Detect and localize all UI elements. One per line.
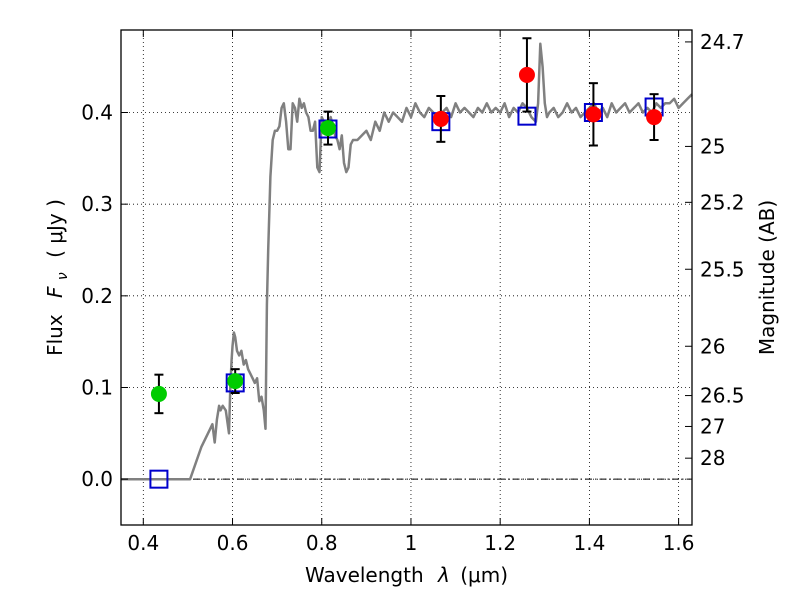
y2-tick-label: 24.7 xyxy=(700,30,745,54)
x-tick-label: 1 xyxy=(405,531,418,555)
y-axis-label-symbol: F xyxy=(43,286,67,298)
model-sed-line xyxy=(121,42,693,481)
y-axis-label-unit: ( μJy ) xyxy=(43,199,67,258)
x-tick-label: 1.6 xyxy=(663,531,695,555)
y2-tick-label: 25 xyxy=(700,134,725,158)
y-axis-label: Flux F ν ( μJy ) xyxy=(43,199,72,356)
observed-optical-marker xyxy=(319,120,336,137)
x-tick-label: 0.8 xyxy=(306,531,338,555)
observed-nir-marker xyxy=(432,110,449,127)
model-photometry-marker xyxy=(149,469,169,489)
y-tick-label: 0.0 xyxy=(81,467,113,491)
observed-nir-marker xyxy=(646,109,663,126)
y-tick-label: 0.2 xyxy=(81,284,113,308)
data-layer xyxy=(121,37,693,489)
x-tick-label: 0.6 xyxy=(217,531,249,555)
y-axis-label-prefix: Flux xyxy=(43,314,67,356)
y2-tick-label: 27 xyxy=(700,414,725,438)
y2-tick-label: 28 xyxy=(700,446,725,470)
x-axis-label-unit: (μm) xyxy=(460,563,508,587)
observed-optical-marker xyxy=(227,373,244,390)
grid-layer xyxy=(121,30,692,525)
x-tick-label: 0.4 xyxy=(127,531,159,555)
x-axis-label: Wavelength λ (μm) xyxy=(305,563,508,587)
y-axis-label-subscript: ν xyxy=(55,272,71,280)
observed-nir-marker xyxy=(518,66,535,83)
x-axis-label-prefix: Wavelength xyxy=(305,563,424,587)
y2-tick-label: 26 xyxy=(700,334,725,358)
y2-tick-label: 25.2 xyxy=(700,190,745,214)
tick-layer: 0.4 0.6 0.8 1 1.2 1.4 1.6 0.0 0.1 0.2 0.3 0.4 24.7 25… xyxy=(81,30,744,555)
y-tick-label: 0.4 xyxy=(81,101,113,125)
y-tick-label: 0.3 xyxy=(81,192,113,216)
y2-axis-label: Magnitude (AB) xyxy=(755,200,779,355)
plot-frame xyxy=(120,29,693,526)
observed-optical-marker xyxy=(150,385,167,402)
x-tick-label: 1.2 xyxy=(484,531,516,555)
observed-nir-marker xyxy=(585,106,602,123)
x-axis-label-symbol: λ xyxy=(437,563,450,587)
y2-tick-label: 26.5 xyxy=(700,384,745,408)
y2-tick-label: 25.5 xyxy=(700,257,745,281)
y-tick-label: 0.1 xyxy=(81,376,113,400)
x-tick-label: 1.4 xyxy=(573,531,605,555)
